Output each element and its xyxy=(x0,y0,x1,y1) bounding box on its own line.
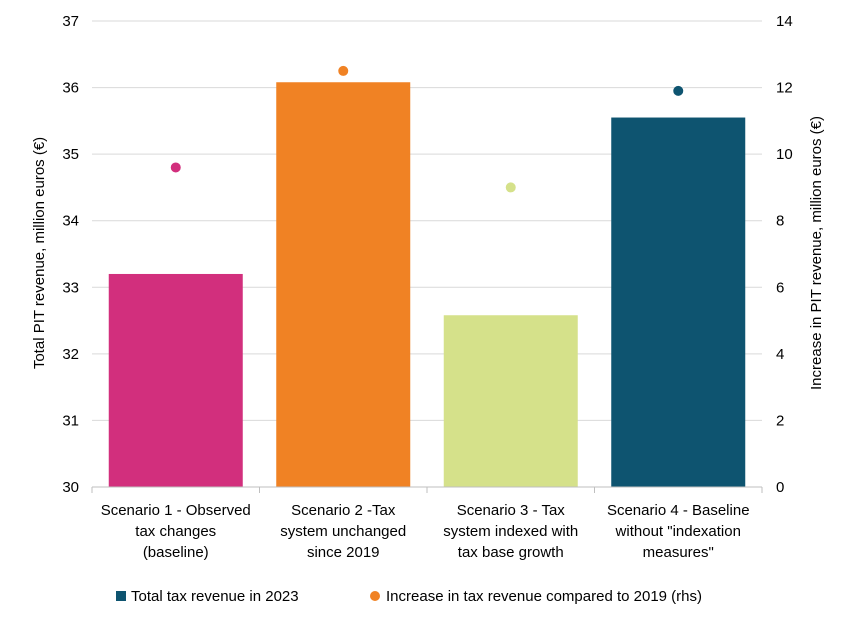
left-axis-ticks: 30 31 32 33 34 35 36 37 xyxy=(62,13,79,496)
dots xyxy=(170,65,684,193)
right-axis-ticks: 0 2 4 6 8 10 12 14 xyxy=(776,13,793,496)
legend-bar-swatch xyxy=(116,591,126,601)
right-tick-label: 8 xyxy=(776,213,784,230)
bar xyxy=(276,82,411,487)
right-tick-label: 2 xyxy=(776,412,784,429)
legend-dot-label: Increase in tax revenue compared to 2019… xyxy=(386,588,702,605)
dot xyxy=(338,65,349,76)
dot xyxy=(673,85,684,96)
left-tick-label: 35 xyxy=(62,146,79,163)
bar xyxy=(108,273,243,487)
left-tick-label: 30 xyxy=(62,479,79,496)
dot xyxy=(505,182,516,193)
category-label: Scenario 3 - Tax system indexed with tax b… xyxy=(443,502,578,561)
left-tick-label: 36 xyxy=(62,80,79,97)
bar xyxy=(443,315,578,487)
right-tick-label: 6 xyxy=(776,279,784,296)
right-tick-label: 0 xyxy=(776,479,784,496)
left-tick-label: 31 xyxy=(62,412,79,429)
category-label: Scenario 1 - Observed tax changes (baselin… xyxy=(101,502,251,561)
legend: Total tax revenue in 2023 Increase in ta… xyxy=(116,588,702,605)
legend-bar-label: Total tax revenue in 2023 xyxy=(131,588,299,605)
right-axis-title: Increase in PIT revenue, million euros (… xyxy=(808,116,825,390)
category-label: Scenario 2 -Tax system unchanged since 201… xyxy=(280,502,406,561)
left-tick-label: 34 xyxy=(62,213,79,230)
dot xyxy=(170,162,181,173)
right-tick-label: 14 xyxy=(776,13,793,30)
left-tick-label: 32 xyxy=(62,346,79,363)
bars xyxy=(108,82,746,488)
legend-dot-swatch xyxy=(370,591,380,601)
category-labels: Scenario 1 - Observed tax changes (baselin… xyxy=(101,502,750,561)
axes xyxy=(91,486,763,493)
left-axis-title: Total PIT revenue, million euros (€) xyxy=(31,137,48,369)
category-label: Scenario 4 - Baseline without "indexation… xyxy=(607,502,750,561)
left-tick-label: 37 xyxy=(62,13,79,30)
right-tick-label: 4 xyxy=(776,346,784,363)
right-tick-label: 10 xyxy=(776,146,793,163)
right-tick-label: 12 xyxy=(776,80,793,97)
bar xyxy=(611,117,746,488)
left-tick-label: 33 xyxy=(62,279,79,296)
